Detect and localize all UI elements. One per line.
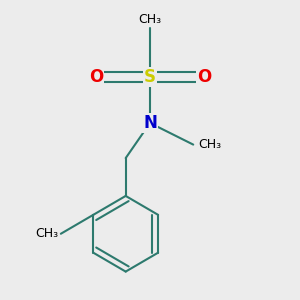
- Text: CH₃: CH₃: [138, 13, 162, 26]
- Text: CH₃: CH₃: [199, 138, 222, 151]
- Text: O: O: [89, 68, 103, 86]
- Text: N: N: [143, 114, 157, 132]
- Text: CH₃: CH₃: [35, 227, 58, 240]
- Text: O: O: [197, 68, 211, 86]
- Text: S: S: [144, 68, 156, 86]
